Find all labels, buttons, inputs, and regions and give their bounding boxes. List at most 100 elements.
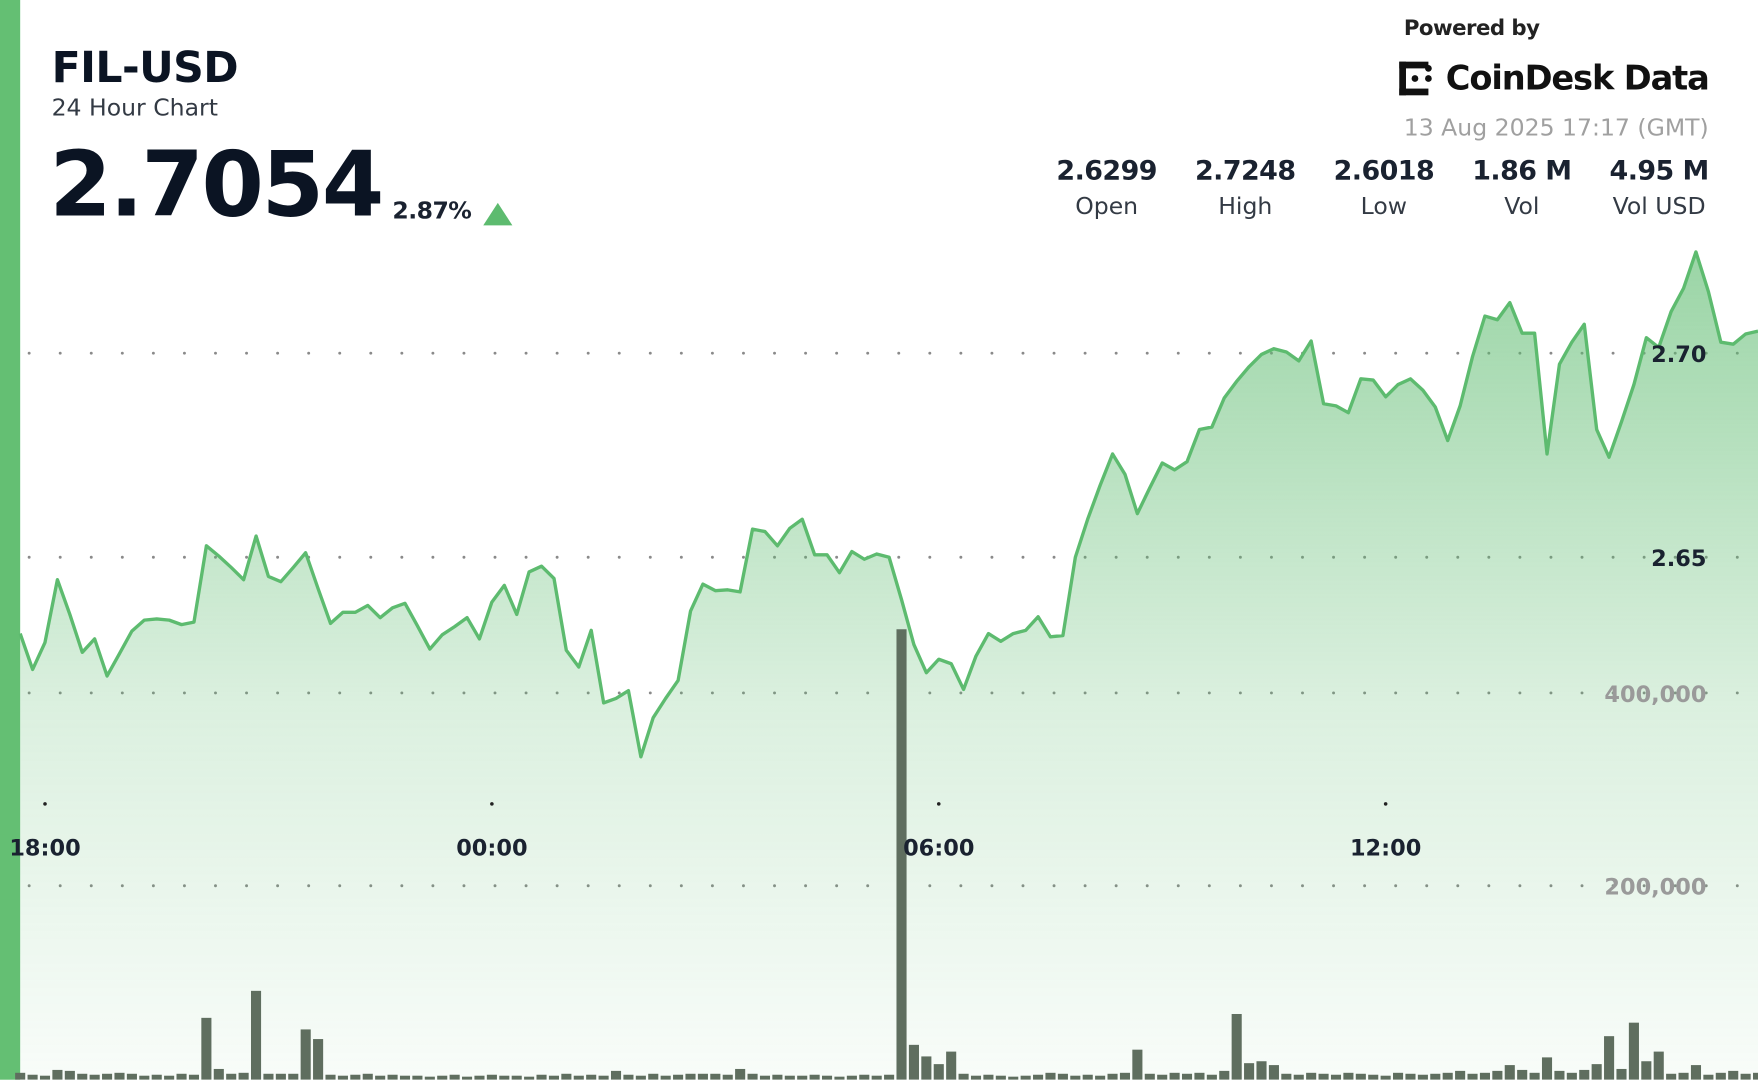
volume-bar	[1020, 1075, 1031, 1080]
price-gridline	[1145, 351, 1149, 355]
price-gridline	[58, 351, 62, 355]
volume-tick-label: 200,000	[1604, 875, 1706, 901]
volume-bar	[1467, 1073, 1478, 1080]
price-gridline	[493, 351, 497, 355]
volume-bar	[735, 1068, 746, 1080]
volume-bar	[784, 1075, 795, 1080]
volume-bar	[486, 1074, 497, 1080]
price-gridline	[493, 555, 497, 559]
price-gridline	[742, 351, 745, 355]
volume-bar	[1678, 1072, 1689, 1080]
stat-label: High	[1218, 192, 1273, 220]
volume-bar	[722, 1074, 733, 1080]
volume-bar	[1666, 1073, 1677, 1080]
volume-bar	[1095, 1075, 1106, 1080]
price-gridline	[1083, 351, 1087, 355]
stat-value: 2.7248	[1195, 154, 1296, 187]
price-gridline	[586, 351, 590, 355]
volume-bar	[126, 1073, 137, 1080]
volume-bar	[1045, 1072, 1056, 1080]
price-gridline	[369, 351, 373, 355]
price-gridline	[462, 555, 466, 559]
price-gridline	[928, 351, 932, 355]
volume-bar	[1591, 1064, 1602, 1080]
volume-bar	[1256, 1061, 1267, 1080]
price-gridline	[1332, 351, 1336, 355]
price-gridline	[617, 351, 621, 355]
volume-bar	[1417, 1074, 1428, 1080]
volume-bar	[1604, 1036, 1615, 1080]
volume-bar	[1107, 1073, 1118, 1080]
price-gridline	[648, 351, 652, 355]
current-price: 2.7054	[49, 132, 384, 237]
price-gridline	[524, 555, 528, 559]
volume-bar	[449, 1074, 460, 1080]
volume-bar	[288, 1073, 299, 1080]
price-gridline	[307, 351, 311, 355]
volume-bar	[1318, 1073, 1329, 1080]
stat-label: Open	[1075, 192, 1139, 220]
volume-bar	[1219, 1070, 1230, 1080]
volume-bar	[151, 1074, 162, 1080]
volume-bar	[337, 1075, 348, 1080]
volume-bar	[176, 1073, 187, 1080]
timestamp: 13 Aug 2025 17:17 (GMT)	[1403, 114, 1709, 142]
price-gridline	[866, 351, 870, 355]
volume-bar	[1268, 1065, 1279, 1080]
stat-low: 2.6018 Low	[1334, 155, 1435, 220]
stat-high: 2.7248 High	[1195, 154, 1296, 220]
volume-bar	[1281, 1073, 1292, 1080]
price-gridline	[120, 555, 124, 559]
price-gridline	[1052, 555, 1056, 559]
volume-bar	[1641, 1061, 1652, 1080]
volume-bar	[623, 1074, 634, 1080]
price-gridline	[1207, 351, 1211, 355]
price-gridline	[369, 555, 373, 559]
stat-value: 4.95 M	[1609, 154, 1710, 187]
volume-bar	[598, 1075, 609, 1080]
volume-bar	[685, 1073, 696, 1080]
volume-bar	[648, 1073, 659, 1080]
price-tick-label: 2.70	[1651, 342, 1706, 368]
price-gridline	[1456, 351, 1460, 355]
volume-bar	[921, 1056, 932, 1080]
volume-bar	[474, 1075, 485, 1080]
volume-bar	[27, 1074, 38, 1080]
price-gridline	[1114, 351, 1118, 355]
volume-bar	[871, 1075, 882, 1080]
volume-bar	[834, 1076, 845, 1080]
volume-bar	[946, 1051, 957, 1080]
price-gridline	[89, 351, 93, 355]
volume-bar	[1579, 1069, 1590, 1080]
price-gridline	[27, 351, 31, 355]
volume-bar	[884, 1074, 895, 1080]
volume-bar	[548, 1075, 559, 1080]
volume-bar	[52, 1069, 63, 1080]
volume-bar	[561, 1073, 572, 1080]
change-percent: 2.87%	[392, 197, 472, 225]
price-gridline	[679, 351, 683, 355]
price-gridline	[182, 351, 186, 355]
volume-bar	[1752, 1072, 1758, 1080]
volume-bar	[1529, 1072, 1540, 1080]
volume-bar	[39, 1075, 51, 1080]
volume-bar	[586, 1074, 597, 1080]
volume-bar	[1616, 1068, 1627, 1080]
volume-bar	[1504, 1065, 1515, 1080]
coindesk-logo-icon	[1398, 61, 1432, 96]
volume-bar	[1368, 1074, 1379, 1080]
volume-bar	[1653, 1051, 1664, 1080]
volume-bar	[164, 1075, 175, 1080]
stat-label: Low	[1360, 192, 1408, 220]
price-gridline	[58, 555, 62, 559]
price-gridline	[1021, 351, 1025, 355]
volume-bar	[1566, 1072, 1577, 1080]
price-gridline	[710, 351, 714, 355]
volume-bar	[275, 1073, 286, 1080]
volume-bar	[375, 1075, 386, 1080]
powered-by-label: Powered by	[1403, 15, 1540, 41]
time-tick-mark	[490, 802, 494, 806]
volume-bar	[1194, 1072, 1205, 1080]
volume-bar	[362, 1073, 373, 1080]
